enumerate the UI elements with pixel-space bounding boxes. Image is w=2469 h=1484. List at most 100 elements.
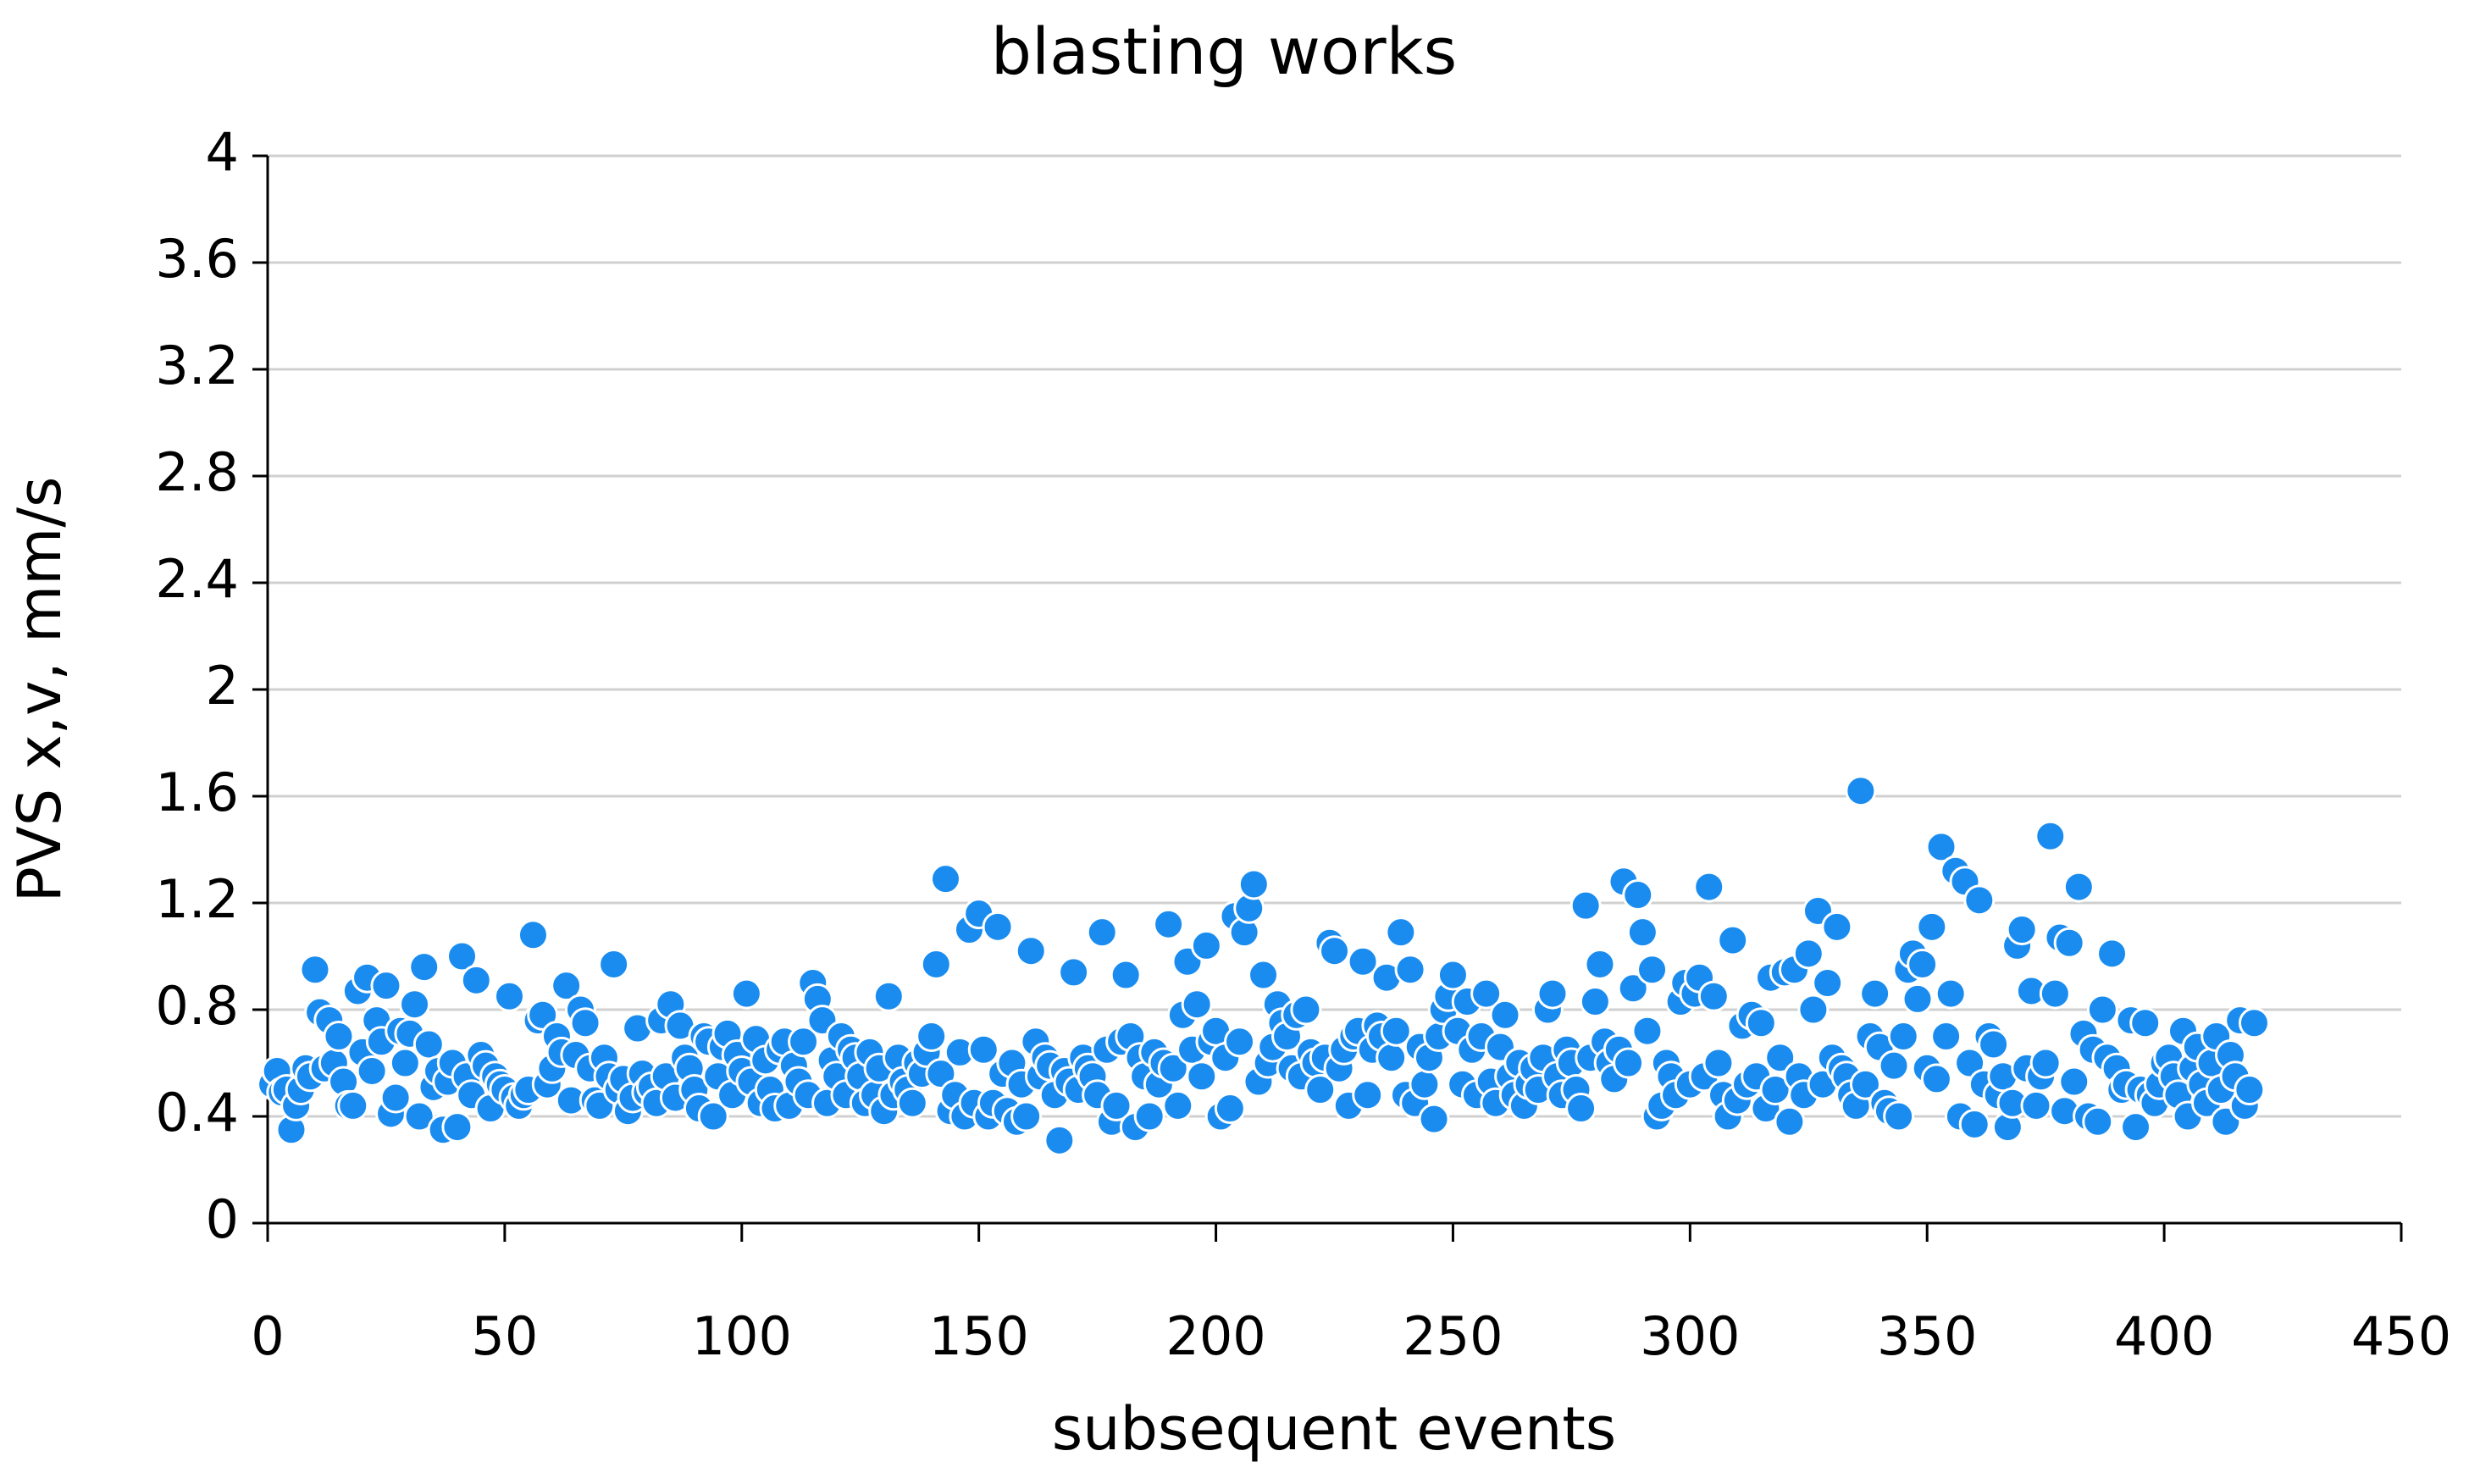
point: [1849, 1068, 1881, 1100]
point: [1925, 831, 1957, 863]
point: [1963, 884, 1996, 916]
x-tick-label: 50: [471, 1305, 538, 1367]
point: [2086, 994, 2118, 1026]
point: [1702, 1047, 1735, 1079]
point: [460, 964, 492, 996]
point: [1248, 959, 1280, 991]
point: [929, 863, 961, 895]
point: [872, 980, 905, 1012]
point: [1237, 868, 1270, 900]
x-axis-label: subsequent events: [1052, 1394, 1617, 1464]
x-tick-label: 400: [2114, 1305, 2214, 1367]
y-tick-label: 4: [206, 121, 239, 183]
point: [403, 1100, 435, 1132]
point: [1584, 948, 1616, 980]
point: [1812, 967, 1844, 999]
point: [2006, 914, 2038, 945]
point: [337, 1089, 369, 1121]
point: [408, 951, 440, 983]
point: [323, 1021, 355, 1052]
point: [2034, 820, 2067, 852]
point: [1935, 977, 1967, 1010]
point: [1569, 889, 1602, 922]
y-tick-label: 1.2: [155, 868, 239, 930]
point: [1536, 977, 1569, 1010]
point: [370, 970, 402, 1002]
point: [1845, 775, 1877, 807]
point: [1902, 983, 1934, 1015]
point: [389, 1047, 421, 1079]
point: [551, 970, 583, 1002]
point: [1181, 988, 1213, 1021]
point: [1214, 1093, 1246, 1125]
point: [1878, 1049, 1910, 1082]
point: [1930, 1021, 1962, 1052]
point: [356, 1055, 388, 1087]
x-tick-label: 250: [1403, 1305, 1503, 1367]
point: [1916, 911, 1948, 943]
point: [1157, 1052, 1189, 1084]
point: [1290, 994, 1322, 1026]
point: [1470, 977, 1503, 1010]
point: [2234, 1074, 2266, 1105]
point: [441, 1111, 473, 1143]
point: [1717, 924, 1749, 956]
y-tick-label: 0: [206, 1188, 239, 1250]
point: [1304, 1074, 1337, 1105]
point: [1579, 986, 1611, 1018]
point: [896, 1087, 928, 1119]
point: [2120, 1111, 2152, 1143]
point: [1489, 999, 1521, 1031]
point: [1958, 1108, 1990, 1140]
point: [1907, 948, 1939, 980]
y-tick-label: 2.4: [155, 548, 239, 610]
point: [1622, 879, 1654, 911]
x-tick-label: 350: [1877, 1305, 1977, 1367]
point: [1190, 929, 1222, 961]
point: [1110, 959, 1142, 991]
point: [1058, 956, 1090, 988]
point: [982, 911, 1014, 943]
y-tick-label: 2: [206, 655, 239, 717]
point: [1418, 1103, 1450, 1135]
point: [1347, 945, 1379, 977]
point: [1015, 935, 1047, 967]
point: [1797, 994, 1830, 1026]
point: [788, 1026, 820, 1058]
y-tick-label: 0.8: [155, 975, 239, 1037]
x-tick-label: 300: [1640, 1305, 1740, 1367]
point: [2058, 1066, 2090, 1098]
point: [1319, 935, 1350, 967]
point: [517, 919, 549, 951]
point: [1153, 908, 1185, 940]
point: [1409, 1068, 1441, 1100]
point: [1044, 1124, 1076, 1156]
x-tick-label: 150: [928, 1305, 1028, 1367]
x-tick-label: 100: [692, 1305, 792, 1367]
point: [1133, 1100, 1165, 1132]
point: [569, 1007, 601, 1039]
point: [1565, 1093, 1597, 1125]
point: [1100, 1089, 1132, 1121]
point: [493, 980, 525, 1012]
point: [1693, 871, 1725, 903]
point: [1954, 1047, 1986, 1079]
point: [1887, 1021, 1919, 1052]
point: [967, 1033, 999, 1066]
point: [1352, 1079, 1384, 1111]
y-tick-label: 2.8: [155, 441, 239, 503]
point: [1859, 977, 1891, 1010]
point: [1394, 954, 1426, 986]
point: [730, 977, 762, 1010]
point: [916, 1021, 948, 1052]
point: [412, 1028, 445, 1060]
x-tick-label: 450: [2351, 1305, 2451, 1367]
point: [1224, 1026, 1256, 1058]
point: [1792, 938, 1824, 970]
point: [697, 1100, 729, 1132]
y-tick-label: 3.2: [155, 335, 239, 396]
point: [1697, 980, 1730, 1012]
point: [1745, 1007, 1777, 1039]
y-tick-label: 1.6: [155, 761, 239, 823]
